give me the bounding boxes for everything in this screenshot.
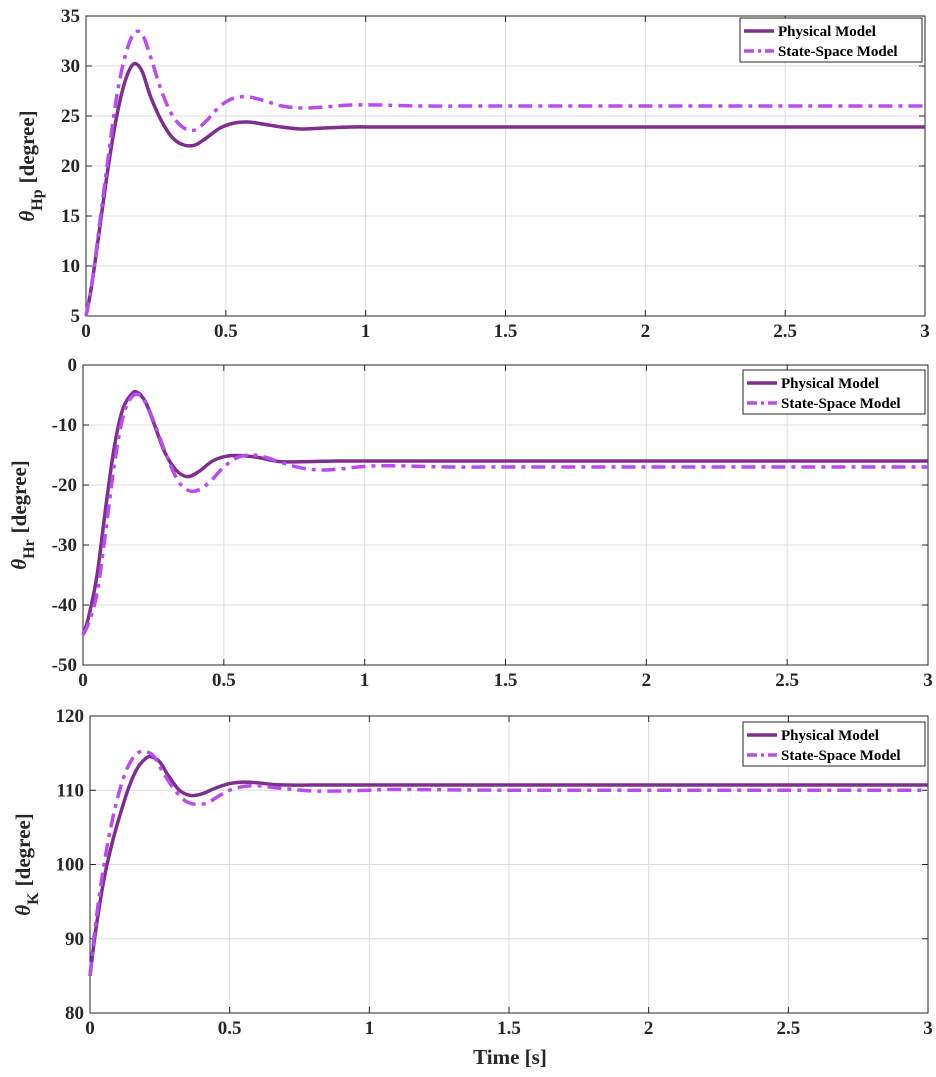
x-tick-label: 2.5: [773, 321, 797, 342]
y-axis-label: θHr [degree]: [7, 460, 38, 570]
x-axis-label: Time [s]: [473, 1045, 547, 1069]
y-axis-unit: [degree]: [11, 813, 35, 886]
series-line-state-space: [88, 749, 928, 977]
y-tick-label: 35: [61, 6, 80, 27]
legend-label: State-Space Model: [781, 748, 901, 764]
legend: Physical Model State-Space Model: [742, 721, 926, 767]
x-tick-label: 2: [642, 670, 652, 691]
x-tick-label: 0: [81, 321, 91, 342]
y-axis-subscript: K: [25, 892, 42, 905]
y-axis-subscript: Hp: [29, 189, 46, 210]
panel-theta-hp: 0 0.5 1 1.5 2 2.5 35101520253035θHp[degree]Phy…: [15, 6, 930, 342]
y-tick-label: -30: [52, 535, 77, 556]
y-tick-label: -50: [52, 655, 77, 676]
y-tick-label: 120: [56, 706, 85, 727]
legend-label: Physical Model: [778, 24, 876, 40]
x-tick-label: 1: [365, 1018, 375, 1039]
x-tick-label: 1.5: [494, 670, 518, 691]
series-line-physical: [81, 389, 928, 636]
y-tick-label: 15: [61, 206, 80, 227]
y-tick-label: 80: [65, 1003, 84, 1024]
legend-label: Physical Model: [781, 728, 879, 744]
x-tick-label: 0.5: [212, 670, 236, 691]
y-axis-symbol: θ: [7, 559, 31, 570]
legend-label: State-Space Model: [781, 396, 901, 412]
y-axis-unit: [degree]: [15, 110, 39, 183]
x-tick-label: 1: [360, 670, 370, 691]
y-tick-label: 5: [71, 306, 81, 327]
y-tick-label: 25: [61, 106, 80, 127]
x-tick-label: 3: [923, 1018, 933, 1039]
series-line-physical: [88, 754, 928, 977]
x-tick-label: 2.5: [775, 670, 799, 691]
y-axis-subscript: Hr: [21, 539, 38, 559]
legend: Physical Model State-Space Model: [742, 369, 926, 415]
x-tick-label: 2: [641, 321, 651, 342]
y-axis-unit: [degree]: [7, 460, 31, 533]
y-tick-label: 20: [61, 156, 80, 177]
legend-box: [742, 721, 926, 767]
x-tick-label: 1.5: [497, 1018, 521, 1039]
y-axis-label: θK [degree]: [11, 813, 42, 915]
x-tick-label: 2: [644, 1018, 654, 1039]
x-tick-label: 2.5: [776, 1018, 800, 1039]
x-tick-label: 0.5: [214, 321, 238, 342]
series-line-state-space: [84, 29, 925, 317]
x-tick-label: 1: [361, 321, 371, 342]
series-line-state-space: [81, 392, 928, 636]
y-tick-label: 10: [61, 256, 80, 277]
y-tick-label: 0: [68, 355, 78, 376]
x-tick-label: 0: [78, 670, 88, 691]
series-line-physical: [84, 61, 925, 317]
y-tick-label: 110: [57, 780, 84, 801]
legend-label: Physical Model: [781, 376, 879, 392]
legend: Physical Model State-Space Model: [739, 17, 923, 63]
x-tick-label: 0.5: [218, 1018, 242, 1039]
x-tick-label: 1.5: [494, 321, 518, 342]
y-tick-label: -10: [52, 415, 77, 436]
x-tick-label: 0: [85, 1018, 95, 1039]
y-tick-label: -20: [52, 475, 77, 496]
legend-box: [742, 369, 926, 415]
y-tick-label: 90: [65, 929, 84, 950]
panel-theta-k: 0 0.5 1 1.5 2 2.5 3 80 90 100 110 120 θK [degree] Phys…: [11, 706, 933, 1039]
y-tick-label: 30: [61, 56, 80, 77]
y-axis-symbol: θ: [15, 211, 39, 222]
y-tick-label: -40: [52, 595, 77, 616]
x-tick-label: 3: [920, 321, 930, 342]
panel-theta-hr: 0 0.5 1 1.5 2 2.5 3 -50 -40 -30 -20 -10 0 θHr [degree]…: [7, 355, 933, 691]
y-axis-symbol: θ: [11, 905, 35, 916]
legend-box: [739, 17, 923, 63]
legend-label: State-Space Model: [778, 44, 898, 60]
x-tick-label: 3: [923, 670, 933, 691]
y-axis-label: θHp [degree]: [15, 110, 46, 221]
y-tick-label: 100: [56, 855, 85, 876]
